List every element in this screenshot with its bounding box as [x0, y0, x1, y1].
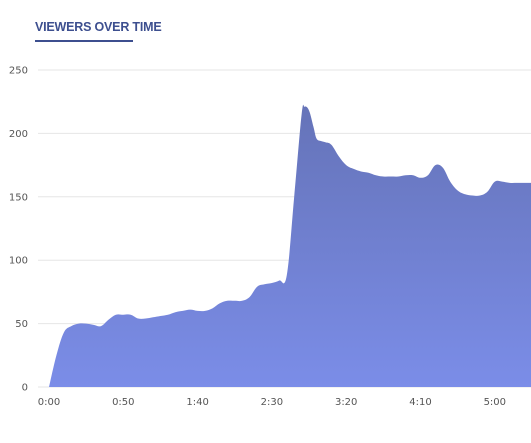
y-tick-label: 200: [9, 129, 28, 140]
y-tick-label: 0: [22, 383, 28, 394]
y-tick-label: 100: [9, 256, 28, 267]
y-tick-label: 150: [9, 192, 28, 203]
x-tick-label: 0:50: [112, 397, 134, 408]
area-series: [49, 104, 531, 387]
x-tick-label: 2:30: [261, 397, 283, 408]
x-axis: 0:00 0:50 1:40 2:30 3:20 4:10 5:00: [38, 397, 506, 408]
x-tick-label: 0:00: [38, 397, 60, 408]
y-axis: 0 50 100 150 200 250: [9, 66, 28, 394]
x-tick-label: 5:00: [484, 397, 506, 408]
x-tick-label: 3:20: [335, 397, 357, 408]
x-tick-label: 4:10: [409, 397, 431, 408]
y-tick-label: 50: [15, 319, 28, 330]
title-underline: [35, 40, 133, 42]
area-series-fill: [49, 104, 531, 387]
chart-title: VIEWERS OVER TIME: [35, 20, 162, 34]
x-tick-label: 1:40: [186, 397, 208, 408]
y-tick-label: 250: [9, 66, 28, 77]
